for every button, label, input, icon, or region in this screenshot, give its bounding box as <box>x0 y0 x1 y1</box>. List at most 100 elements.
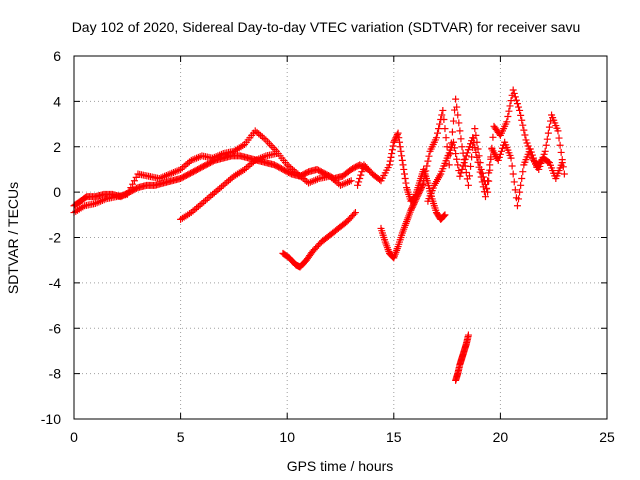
data-point <box>510 178 518 186</box>
data-point <box>273 150 281 158</box>
data-point <box>554 127 562 135</box>
series-group <box>377 179 428 262</box>
data-point <box>471 144 479 152</box>
data-point <box>458 143 466 151</box>
data-point <box>458 165 466 173</box>
series-group <box>70 152 372 210</box>
data-point <box>507 154 515 162</box>
data-point <box>395 134 403 142</box>
data-point <box>415 188 423 196</box>
data-point <box>421 172 429 180</box>
data-point <box>528 151 536 159</box>
data-point <box>472 148 480 156</box>
data-point <box>451 144 459 152</box>
data-point <box>445 161 453 169</box>
data-point <box>510 89 518 97</box>
data-point <box>454 161 462 169</box>
data-point <box>483 185 491 193</box>
data-point <box>438 111 446 119</box>
data-point <box>504 113 512 120</box>
data-point <box>522 136 530 144</box>
data-point <box>389 142 397 150</box>
data-point <box>511 93 519 101</box>
data-point <box>557 148 565 156</box>
data-point <box>399 161 407 169</box>
data-point <box>543 135 551 143</box>
data-point <box>506 102 514 110</box>
data-point <box>495 153 503 161</box>
data-point <box>408 203 416 211</box>
data-point <box>496 150 504 158</box>
series-group <box>279 209 359 271</box>
data-point <box>527 148 535 156</box>
data-point <box>398 152 406 160</box>
data-point <box>526 145 534 153</box>
data-point <box>435 125 443 133</box>
data-point <box>415 190 423 198</box>
data-point <box>436 120 444 128</box>
data-point <box>520 126 528 134</box>
data-point <box>531 157 539 165</box>
data-point <box>357 171 365 179</box>
data-point <box>555 134 563 142</box>
data-point <box>453 155 461 163</box>
data-point <box>452 150 460 158</box>
data-point <box>467 140 475 148</box>
data-point <box>509 170 517 178</box>
data-point <box>505 107 513 115</box>
data-point <box>423 162 431 170</box>
series-group <box>177 150 281 223</box>
data-point <box>516 188 524 196</box>
data-point <box>464 331 472 339</box>
data-point <box>411 197 419 205</box>
y-tick-label: -2 <box>49 230 62 246</box>
data-point <box>456 172 464 180</box>
data-point <box>517 111 525 119</box>
data-point <box>351 209 359 217</box>
data-point <box>441 125 449 133</box>
data-point <box>386 157 394 165</box>
data-point <box>516 106 524 114</box>
data-point <box>460 159 468 167</box>
data-point <box>418 182 426 190</box>
data-point <box>464 181 472 189</box>
data-point <box>465 143 473 151</box>
series-group <box>420 86 568 196</box>
data-point <box>388 146 396 154</box>
x-tick-label: 20 <box>493 429 509 445</box>
data-point <box>449 138 457 146</box>
data-point <box>354 181 362 189</box>
data-point <box>386 161 394 169</box>
data-point <box>511 186 519 194</box>
data-point <box>456 127 464 135</box>
y-tick-label: 2 <box>53 139 61 155</box>
data-point <box>407 206 415 214</box>
data-point <box>469 134 477 142</box>
y-tick-label: -4 <box>49 275 62 291</box>
data-point <box>486 161 494 169</box>
data-point <box>513 100 521 108</box>
data-point <box>461 155 469 163</box>
data-point <box>489 133 497 141</box>
data-point <box>478 178 486 186</box>
data-marks <box>70 86 568 384</box>
data-point <box>409 202 417 210</box>
data-point <box>397 147 405 155</box>
data-point <box>467 162 475 170</box>
axis-ticks: 0 5 10 15 20 25 -10 -8 -6 -4 -2 0 2 4 6 <box>41 48 615 445</box>
data-point <box>432 134 440 142</box>
data-point <box>414 191 422 199</box>
x-tick-label: 25 <box>599 429 615 445</box>
series-group <box>424 134 566 210</box>
y-tick-label: 0 <box>53 184 61 200</box>
data-point <box>470 139 478 147</box>
data-point <box>394 129 402 137</box>
data-point <box>517 181 525 189</box>
data-point <box>523 139 531 147</box>
y-tick-label: 6 <box>53 48 61 64</box>
data-point <box>509 86 517 94</box>
data-point <box>457 135 465 143</box>
data-point <box>518 175 526 183</box>
data-point <box>408 205 416 213</box>
data-point <box>503 118 511 126</box>
